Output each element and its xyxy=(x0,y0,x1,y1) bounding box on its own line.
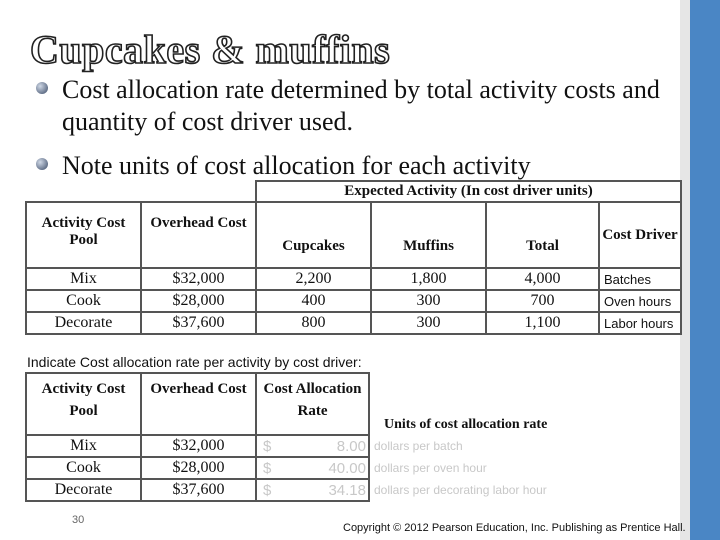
rate: 34.18 xyxy=(328,482,366,499)
data-row: Cook $28,000 $40.00 dollars per oven hour xyxy=(25,456,586,480)
data-row: Decorate $37,600 $34.18 dollars per decorat… xyxy=(25,478,586,502)
cell: $37,600 xyxy=(140,478,257,502)
cell: 800 xyxy=(255,311,372,335)
cell: Decorate xyxy=(25,311,142,335)
cell: 1,100 xyxy=(485,311,600,335)
side-strip xyxy=(680,0,690,540)
bullet-dot xyxy=(36,82,48,94)
side-bar xyxy=(690,0,720,540)
rate-cell: $34.18 xyxy=(255,478,370,502)
cell: $32,000 xyxy=(140,434,257,458)
cell: $28,000 xyxy=(140,289,257,313)
units: dollars per decorating labor hour xyxy=(374,483,547,497)
units: dollars per batch xyxy=(374,439,463,453)
group-row: Expected Activity (In cost driver units) xyxy=(26,180,683,203)
header-cell: Cost Allocation Rate xyxy=(255,372,370,436)
cell: 4,000 xyxy=(485,267,600,291)
header-cell: Cupcakes xyxy=(255,201,372,269)
cell: Mix xyxy=(25,267,142,291)
bullet: Note units of cost allocation for each a… xyxy=(62,151,531,180)
cell: 1,800 xyxy=(370,267,487,291)
cell: Decorate xyxy=(25,478,142,502)
data-row: Cook $28,000 400 300 700 Oven hours xyxy=(25,289,683,313)
cell: $32,000 xyxy=(140,267,257,291)
cell: Oven hours xyxy=(597,289,683,313)
cell: 700 xyxy=(485,289,600,313)
rate-cell: $40.00 xyxy=(255,456,370,480)
header-cell: Units of cost allocation rate xyxy=(384,417,548,432)
header-row: Activity Cost Pool Overhead Cost Cost Allo… xyxy=(25,372,586,436)
header-cell: Overhead Cost xyxy=(140,372,257,436)
bullet: Cost allocation rate determined by total… xyxy=(62,75,660,136)
currency: $ xyxy=(263,482,272,499)
rate: 40.00 xyxy=(328,460,366,477)
cell: 400 xyxy=(255,289,372,313)
cell: Cook xyxy=(25,456,142,480)
slide-title: Cupcakes & muffins xyxy=(29,26,391,73)
header-cell: Activity Cost Pool xyxy=(25,372,142,436)
header-row: Activity Cost Pool Overhead Cost Cupcakes M… xyxy=(25,201,683,269)
header-cell: Muffins xyxy=(370,201,487,269)
data-row: Mix $32,000 2,200 1,800 4,000 Batches xyxy=(25,267,683,291)
cell: Mix xyxy=(25,434,142,458)
table: Expected Activity (In cost driver units)… xyxy=(25,180,683,335)
cell: $28,000 xyxy=(140,456,257,480)
bullet-dot xyxy=(36,158,48,170)
cell: Cook xyxy=(25,289,142,313)
cell: 300 xyxy=(370,311,487,335)
rate: 8.00 xyxy=(336,438,366,455)
cell: $37,600 xyxy=(140,311,257,335)
data-row: Mix $32,000 $8.00 dollars per batch xyxy=(25,434,586,458)
empty-cell xyxy=(26,181,256,202)
cell: 300 xyxy=(370,289,487,313)
group-header: Expected Activity (In cost driver units) xyxy=(254,180,683,203)
footer: Copyright © 2012 Pearson Education, Inc.… xyxy=(343,522,686,534)
header-cell: Overhead Cost xyxy=(140,201,257,269)
slide-number: 30 xyxy=(72,514,85,526)
header-cell: Total xyxy=(485,201,600,269)
cell: Labor hours xyxy=(597,311,683,335)
rate-cell: $8.00 xyxy=(255,434,370,458)
header-cell: Cost Driver xyxy=(597,201,683,269)
units: dollars per oven hour xyxy=(374,461,487,475)
currency: $ xyxy=(263,438,272,455)
header-cell: Activity Cost Pool xyxy=(25,201,142,269)
cell: Batches xyxy=(597,267,683,291)
data-row: Decorate $37,600 800 300 1,100 Labor hours xyxy=(25,311,683,335)
instruction: Indicate Cost allocation rate per activi… xyxy=(27,354,362,370)
table: Activity Cost Pool Overhead Cost Cost Allo… xyxy=(25,372,587,502)
cell: 2,200 xyxy=(255,267,372,291)
currency: $ xyxy=(263,460,272,477)
